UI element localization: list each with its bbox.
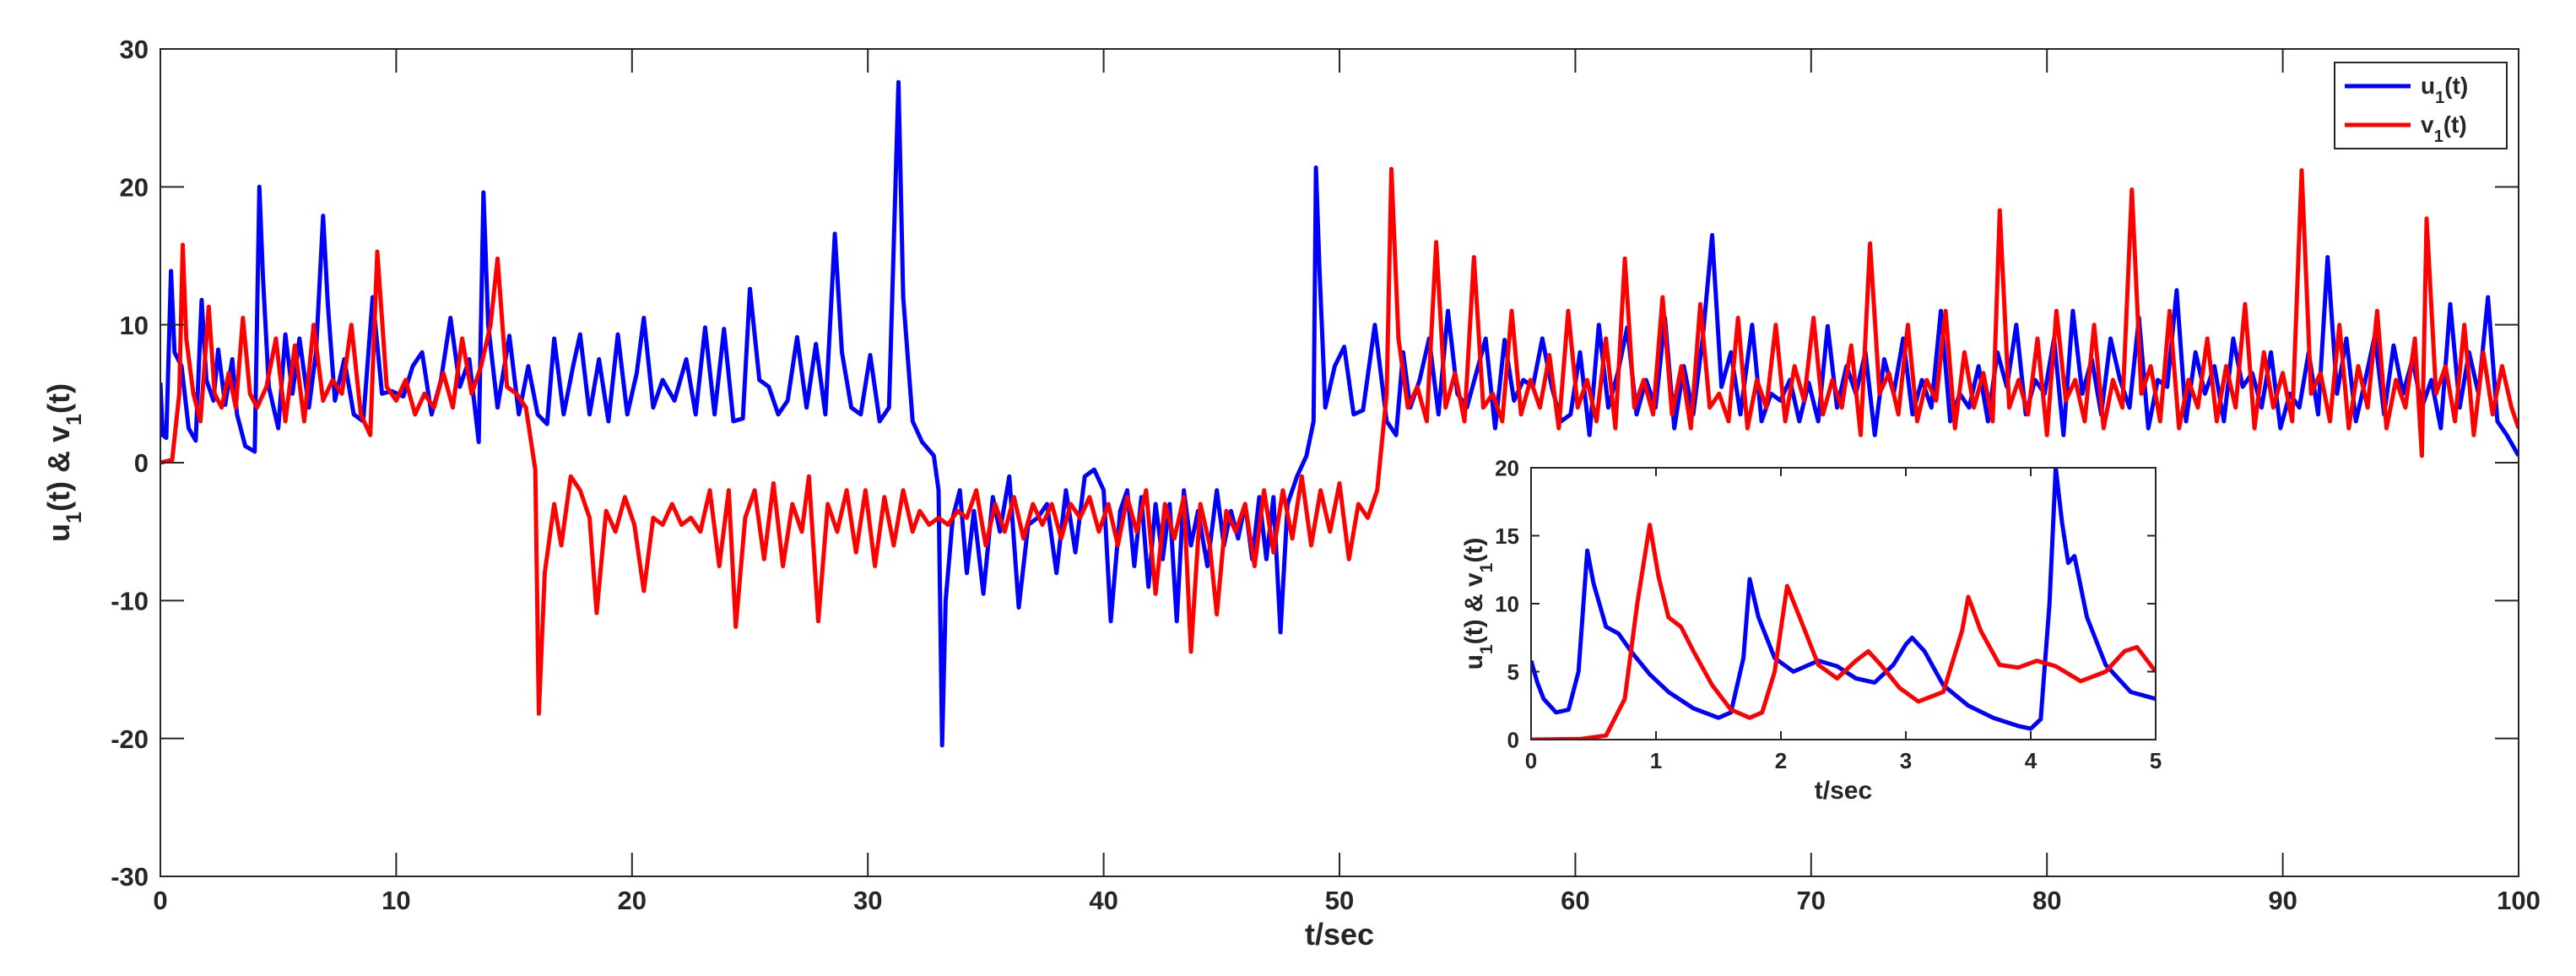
x-tick-label: 40 xyxy=(1089,886,1118,915)
y-tick-label: -10 xyxy=(111,586,149,615)
label-part: (t) xyxy=(1460,538,1488,563)
y-tick-label: 10 xyxy=(1495,591,1519,616)
label-part: (t) xyxy=(2444,73,2468,99)
x-tick-label: 0 xyxy=(153,886,167,915)
x-tick-label: 3 xyxy=(1900,748,1912,773)
series-group xyxy=(1531,468,2156,740)
label-subscript: 1 xyxy=(62,512,86,523)
legend-box xyxy=(2334,62,2508,149)
y-tick-label: -20 xyxy=(111,724,149,754)
label-subscript: 1 xyxy=(1477,562,1496,572)
y-tick-label: 5 xyxy=(1507,659,1519,685)
label-subscript: 1 xyxy=(1477,644,1496,654)
y-axis-label: u1(t) & v1(t) xyxy=(41,383,86,542)
x-tick-label: 1 xyxy=(1650,748,1662,773)
label-part: (t) xyxy=(2443,111,2467,138)
label-subscript: 1 xyxy=(2434,127,2443,146)
y-tick-label: 20 xyxy=(120,172,149,202)
series-line-v1t xyxy=(1531,523,2156,740)
label-part: v xyxy=(2421,111,2434,138)
x-tick-label: 90 xyxy=(2268,886,2297,915)
series-line-u1t xyxy=(1531,468,2156,731)
y-tick-label: 0 xyxy=(134,448,149,478)
x-tick-label: 10 xyxy=(382,886,410,915)
x-tick-label: 50 xyxy=(1325,886,1354,915)
x-tick-label: 20 xyxy=(618,886,647,915)
legend: u1(t)v1(t) xyxy=(2334,62,2508,149)
x-tick-label: 5 xyxy=(2150,748,2162,773)
y-tick-label: 30 xyxy=(120,35,149,64)
label-part: (t) xyxy=(41,383,76,414)
x-tick-label: 60 xyxy=(1561,886,1589,915)
plot-background xyxy=(160,49,2519,876)
x-axis-label: t/sec xyxy=(1305,917,1374,952)
series-line-v1t xyxy=(160,166,2519,716)
label-part: (t) & v xyxy=(41,426,76,512)
y-axis-label: u1(t) & v1(t) xyxy=(1460,538,1496,670)
x-tick-label: 70 xyxy=(1797,886,1826,915)
x-tick-label: 0 xyxy=(1525,748,1537,773)
chart-main: 0 10 20 30 40 50 60 70 80 90 100-30-20-100102030t/… xyxy=(41,35,2541,952)
y-tick-label: 15 xyxy=(1495,523,1519,549)
x-tick-label: 4 xyxy=(2025,748,2038,773)
label-part: (t) & v xyxy=(1460,572,1488,644)
label-part: u xyxy=(2421,73,2435,99)
x-tick-label: 100 xyxy=(2497,886,2541,915)
x-tick-label: 80 xyxy=(2032,886,2061,915)
y-tick-label: 20 xyxy=(1495,455,1519,480)
legend-entry-v: v1(t) xyxy=(2421,111,2467,146)
y-tick-label: 0 xyxy=(1507,727,1519,752)
x-tick-label: 2 xyxy=(1775,748,1787,773)
series-group xyxy=(160,79,2519,748)
label-subscript: 1 xyxy=(2435,89,2444,107)
x-tick-label: 30 xyxy=(853,886,882,915)
y-tick-label: -30 xyxy=(111,862,149,892)
label-part: u xyxy=(1460,654,1488,670)
label-subscript: 1 xyxy=(62,414,86,426)
label-part: u xyxy=(41,523,76,542)
x-axis-label: t/sec xyxy=(1815,777,1872,805)
legend-entry-u: u1(t) xyxy=(2421,73,2468,107)
y-tick-label: 10 xyxy=(120,311,149,340)
